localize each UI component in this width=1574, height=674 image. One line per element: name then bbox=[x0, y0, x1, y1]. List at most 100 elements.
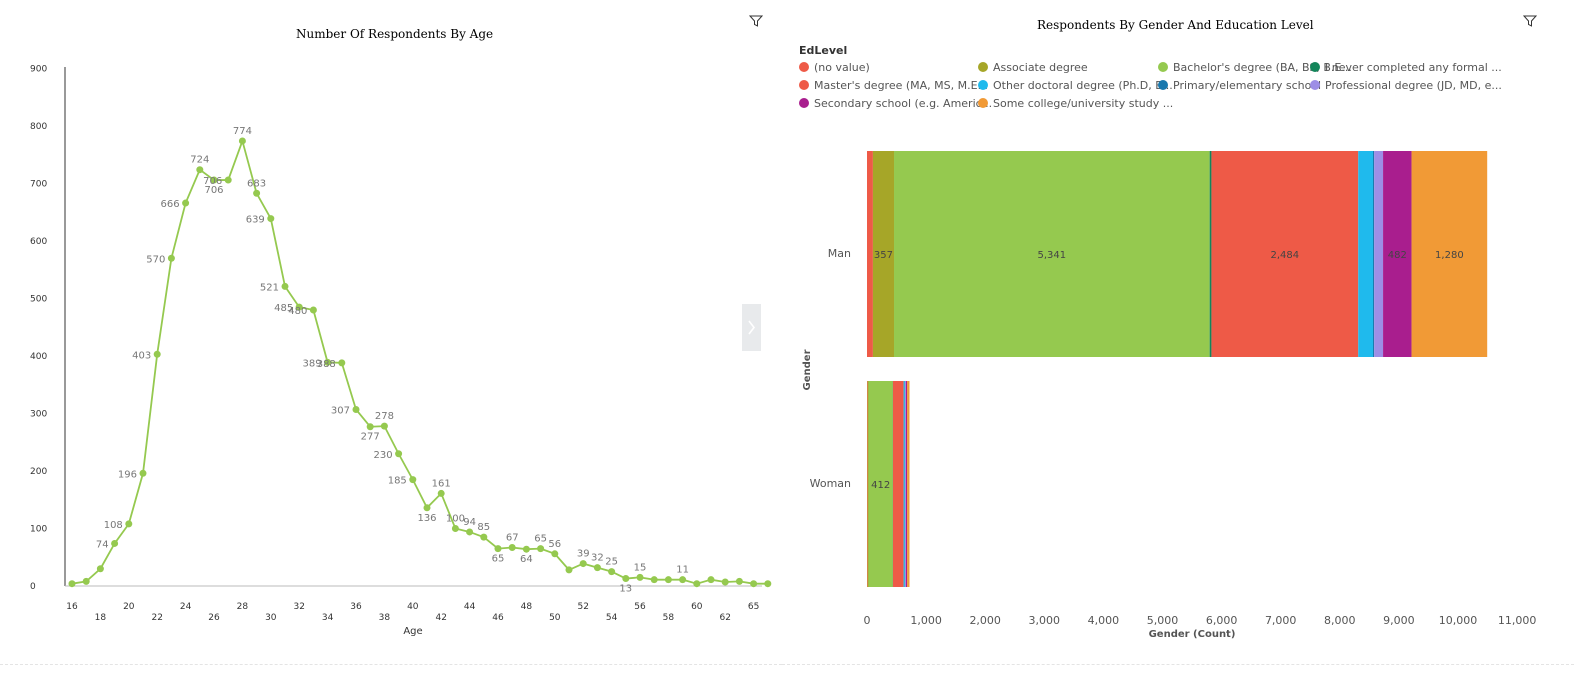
data-point[interactable] bbox=[437, 489, 445, 497]
bar-segment[interactable] bbox=[905, 381, 906, 587]
bar-segment[interactable] bbox=[872, 151, 895, 357]
data-point[interactable] bbox=[395, 450, 403, 458]
legend-item[interactable]: Professional degree (JD, MD, e... bbox=[1310, 78, 1502, 94]
data-point[interactable] bbox=[295, 303, 303, 311]
legend-swatch bbox=[1310, 62, 1320, 72]
data-label: 724 bbox=[190, 155, 209, 166]
panel-collapse-handle[interactable] bbox=[742, 304, 761, 351]
divider bbox=[0, 664, 782, 666]
data-point[interactable] bbox=[380, 422, 388, 430]
data-point[interactable] bbox=[466, 528, 474, 536]
data-label: 482 bbox=[1388, 250, 1407, 261]
data-label: 277 bbox=[361, 432, 380, 443]
legend-item[interactable]: Secondary school (e.g. Americ... bbox=[799, 96, 992, 112]
data-point[interactable] bbox=[366, 423, 374, 431]
legend-label: Professional degree (JD, MD, e... bbox=[1325, 79, 1502, 92]
legend-item[interactable]: Some college/university study ... bbox=[978, 96, 1173, 112]
x-tick-label: 7,000 bbox=[1265, 614, 1297, 627]
data-point[interactable] bbox=[338, 359, 346, 367]
data-point[interactable] bbox=[281, 282, 289, 290]
data-point[interactable] bbox=[82, 577, 90, 585]
y-tick-label: 700 bbox=[30, 180, 47, 190]
data-point[interactable] bbox=[111, 539, 119, 547]
data-point[interactable] bbox=[224, 176, 232, 184]
filter-icon[interactable] bbox=[1523, 14, 1537, 28]
data-point[interactable] bbox=[167, 254, 175, 262]
data-point[interactable] bbox=[423, 504, 431, 512]
data-point[interactable] bbox=[551, 550, 559, 558]
data-point[interactable] bbox=[764, 580, 772, 588]
data-point[interactable] bbox=[238, 137, 246, 145]
bar-segment[interactable] bbox=[904, 381, 906, 587]
data-label: 357 bbox=[874, 250, 893, 261]
data-label: 15 bbox=[634, 562, 647, 573]
data-point[interactable] bbox=[650, 576, 658, 584]
data-point[interactable] bbox=[267, 215, 275, 223]
data-point[interactable] bbox=[636, 573, 644, 581]
bar-segment[interactable] bbox=[892, 381, 904, 587]
data-point[interactable] bbox=[253, 189, 261, 197]
bar-segment[interactable] bbox=[1211, 151, 1359, 357]
data-point[interactable] bbox=[750, 580, 758, 588]
bar-segment[interactable] bbox=[1374, 151, 1384, 357]
data-point[interactable] bbox=[480, 533, 488, 541]
bar-segment[interactable] bbox=[868, 381, 893, 587]
bar-segment[interactable] bbox=[903, 381, 905, 587]
data-point[interactable] bbox=[210, 176, 218, 184]
bar-segment[interactable] bbox=[894, 151, 1210, 357]
y-tick-label: 300 bbox=[30, 410, 47, 420]
data-point[interactable] bbox=[324, 358, 332, 366]
data-label: 185 bbox=[388, 476, 407, 487]
legend-item[interactable]: Other doctoral degree (Ph.D, E... bbox=[978, 78, 1173, 94]
data-point[interactable] bbox=[494, 545, 502, 553]
data-point[interactable] bbox=[679, 576, 687, 584]
x-tick-label: 30 bbox=[265, 613, 277, 623]
data-point[interactable] bbox=[125, 520, 133, 528]
data-point[interactable] bbox=[153, 350, 161, 358]
data-point[interactable] bbox=[139, 469, 147, 477]
legend-swatch bbox=[978, 62, 988, 72]
bar-segment[interactable] bbox=[1383, 151, 1412, 357]
data-point[interactable] bbox=[664, 576, 672, 584]
x-tick-label: 50 bbox=[549, 613, 561, 623]
filter-icon[interactable] bbox=[749, 14, 763, 28]
data-point[interactable] bbox=[537, 545, 545, 553]
bar-segment[interactable] bbox=[905, 381, 908, 587]
data-point[interactable] bbox=[352, 405, 360, 413]
bar-segment[interactable] bbox=[1373, 151, 1375, 357]
legend-item[interactable]: Associate degree bbox=[978, 60, 1088, 76]
bar-segment[interactable] bbox=[867, 151, 873, 357]
data-point[interactable] bbox=[68, 580, 76, 588]
data-point[interactable] bbox=[693, 580, 701, 588]
data-point[interactable] bbox=[522, 545, 530, 553]
bar-segment[interactable] bbox=[1209, 151, 1212, 357]
data-point[interactable] bbox=[196, 166, 204, 174]
data-point[interactable] bbox=[409, 476, 417, 484]
data-point[interactable] bbox=[508, 543, 516, 551]
bar-segment[interactable] bbox=[867, 381, 868, 587]
data-point[interactable] bbox=[593, 564, 601, 572]
bar-segment[interactable] bbox=[907, 381, 910, 587]
legend-item[interactable]: Bachelor's degree (BA, BS, B.E... bbox=[1158, 60, 1352, 76]
data-point[interactable] bbox=[735, 577, 743, 585]
data-point[interactable] bbox=[309, 306, 317, 314]
data-point[interactable] bbox=[579, 560, 587, 568]
data-point[interactable] bbox=[565, 566, 573, 574]
bar-segment[interactable] bbox=[1411, 151, 1488, 357]
legend-item[interactable]: Master's degree (MA, MS, M.E... bbox=[799, 78, 988, 94]
data-label: 65 bbox=[534, 534, 547, 545]
bar-segment[interactable] bbox=[1358, 151, 1374, 357]
data-point[interactable] bbox=[707, 576, 715, 584]
legend-item[interactable]: I never completed any formal ... bbox=[1310, 60, 1502, 76]
legend-item[interactable]: (no value) bbox=[799, 60, 870, 76]
data-point[interactable] bbox=[96, 565, 104, 573]
data-label: 136 bbox=[417, 513, 436, 524]
legend-item[interactable]: Primary/elementary school bbox=[1158, 78, 1321, 94]
bar-segment[interactable] bbox=[867, 381, 869, 587]
data-point[interactable] bbox=[721, 578, 729, 586]
data-point[interactable] bbox=[608, 568, 616, 576]
data-point[interactable] bbox=[182, 199, 190, 207]
data-point[interactable] bbox=[451, 525, 459, 532]
edu-bar-chart: Man 357 5,341 2,484 482 1,280 Woman 412 0 1,000 2,… bbox=[802, 151, 1536, 640]
data-point[interactable] bbox=[622, 575, 630, 583]
